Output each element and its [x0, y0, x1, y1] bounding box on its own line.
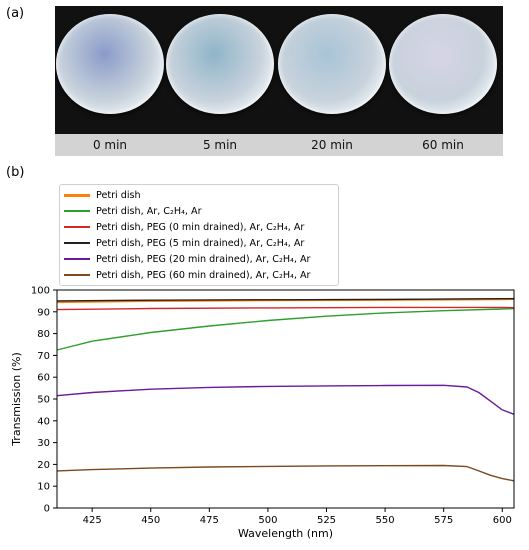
petri-dish-1: [56, 14, 164, 114]
y-tick-label: 30: [37, 438, 50, 449]
legend-swatch: [64, 258, 90, 260]
y-tick-label: 50: [37, 395, 50, 406]
series-line: [56, 307, 515, 351]
y-tick-label: 10: [37, 482, 50, 493]
series-line: [56, 298, 514, 302]
chart-legend: Petri dish Petri dish, Ar, C₂H₄, Ar Petri …: [59, 184, 339, 286]
petri-dish-4: [389, 14, 497, 114]
legend-item: Petri dish, Ar, C₂H₄, Ar: [64, 203, 202, 219]
legend-item: Petri dish, PEG (20 min drained), Ar, C₂…: [64, 251, 310, 267]
petri-dish-2: [166, 14, 274, 114]
time-label-strip: [55, 134, 503, 156]
legend-label: Petri dish: [96, 189, 141, 201]
legend-swatch: [64, 210, 90, 212]
plot-frame: [56, 289, 515, 509]
y-axis-title: Transmission (%): [10, 352, 23, 447]
x-tick-label: 575: [434, 515, 453, 526]
panel-b-label: (b): [6, 165, 25, 180]
legend-item: Petri dish, PEG (60 min drained), Ar, C₂…: [64, 267, 310, 283]
petri-dish-3: [278, 14, 386, 114]
panel-a-label: (a): [6, 6, 25, 21]
time-label-3: 20 min: [311, 138, 353, 152]
x-tick-label: 550: [376, 515, 395, 526]
y-tick-label: 60: [37, 373, 50, 384]
x-tick-label: 425: [83, 515, 102, 526]
legend-item: Petri dish, PEG (5 min drained), Ar, C₂H…: [64, 235, 304, 251]
series-line: [56, 384, 515, 415]
x-tick-label: 500: [258, 515, 277, 526]
time-label-1: 0 min: [92, 138, 128, 152]
time-label-2: 5 min: [202, 138, 238, 152]
legend-label: Petri dish, PEG (5 min drained), Ar, C₂H…: [96, 237, 305, 249]
legend-swatch: [64, 226, 90, 228]
x-axis-title: Wavelength (nm): [238, 527, 333, 540]
y-tick-label: 20: [37, 460, 50, 471]
x-tick-label: 525: [317, 515, 336, 526]
time-label-4: 60 min: [422, 138, 464, 152]
x-tick-label: 450: [141, 515, 160, 526]
legend-swatch: [64, 193, 90, 197]
legend-item: Petri dish, PEG (0 min drained), Ar, C₂H…: [64, 219, 304, 235]
series-line: [56, 464, 515, 482]
petri-dish-photo: 0 min 5 min 20 min 60 min: [55, 6, 503, 156]
y-tick-label: 80: [37, 329, 50, 340]
y-tick-label: 70: [37, 351, 50, 362]
legend-swatch: [64, 274, 90, 276]
y-tick-label: 40: [37, 416, 50, 427]
series-line: [56, 306, 515, 311]
x-tick-label: 475: [200, 515, 219, 526]
y-tick-label: 0: [44, 504, 50, 515]
legend-swatch: [64, 242, 90, 244]
legend-label: Petri dish, PEG (20 min drained), Ar, C₂…: [96, 253, 311, 265]
x-tick-label: 600: [493, 515, 512, 526]
legend-item: Petri dish: [64, 187, 141, 203]
legend-label: Petri dish, PEG (0 min drained), Ar, C₂H…: [96, 221, 305, 233]
legend-label: Petri dish, PEG (60 min drained), Ar, C₂…: [96, 269, 311, 281]
legend-label: Petri dish, Ar, C₂H₄, Ar: [96, 205, 202, 217]
y-tick-label: 100: [31, 286, 50, 297]
y-tick-label: 90: [37, 307, 50, 318]
